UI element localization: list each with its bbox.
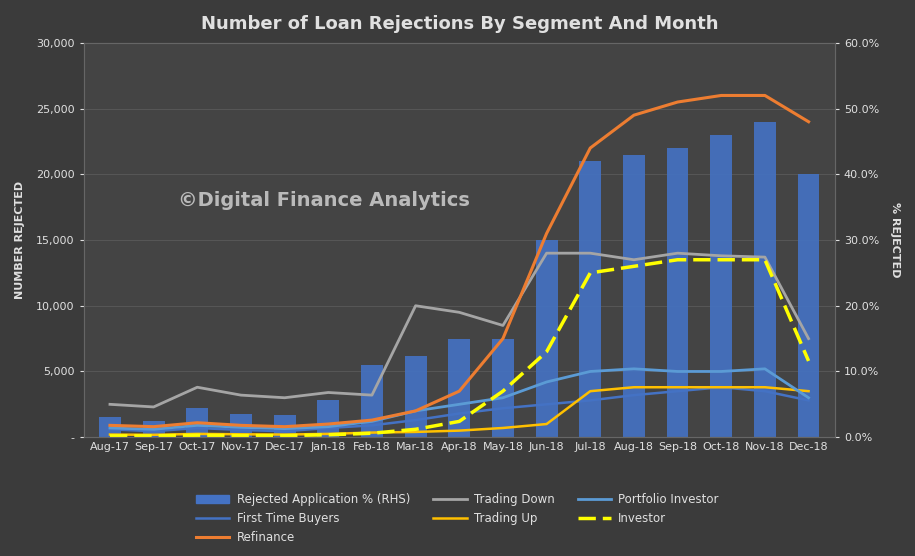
- Bar: [710, 135, 732, 437]
- Bar: [623, 155, 645, 437]
- Bar: [99, 418, 121, 437]
- Bar: [404, 356, 426, 437]
- Bar: [274, 415, 296, 437]
- Bar: [318, 400, 339, 437]
- Bar: [667, 148, 688, 437]
- Bar: [361, 365, 382, 437]
- Bar: [230, 414, 252, 437]
- Bar: [754, 122, 776, 437]
- Text: ©Digital Finance Analytics: ©Digital Finance Analytics: [178, 191, 470, 210]
- Title: Number of Loan Rejections By Segment And Month: Number of Loan Rejections By Segment And…: [200, 15, 718, 33]
- Bar: [187, 408, 209, 437]
- Bar: [798, 175, 820, 437]
- Bar: [579, 161, 601, 437]
- Legend: Rejected Application % (RHS), First Time Buyers, Refinance, Trading Down, Tradin: Rejected Application % (RHS), First Time…: [190, 488, 725, 550]
- Y-axis label: NUMBER REJECTED: NUMBER REJECTED: [15, 181, 25, 299]
- Bar: [535, 240, 557, 437]
- Bar: [448, 339, 470, 437]
- Bar: [492, 339, 514, 437]
- Y-axis label: % REJECTED: % REJECTED: [890, 202, 900, 278]
- Bar: [143, 421, 165, 437]
